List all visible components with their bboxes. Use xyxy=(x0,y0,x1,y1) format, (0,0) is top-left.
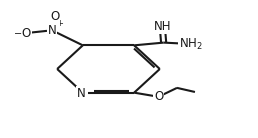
Text: +: + xyxy=(57,19,63,28)
Text: N: N xyxy=(48,24,57,37)
Text: O: O xyxy=(50,10,59,23)
Text: −: − xyxy=(14,29,22,39)
Text: NH$_2$: NH$_2$ xyxy=(179,36,203,51)
Text: O: O xyxy=(22,26,31,40)
Text: NH: NH xyxy=(154,20,171,33)
Text: N: N xyxy=(76,87,85,100)
Text: O: O xyxy=(154,90,163,103)
